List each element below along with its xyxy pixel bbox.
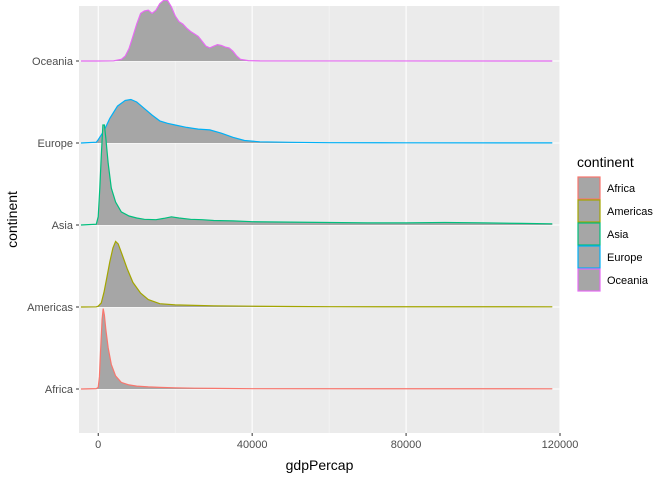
y-tick-label: Asia — [52, 220, 74, 232]
legend-label: Asia — [607, 229, 629, 241]
legend-key-europe — [577, 245, 601, 269]
y-tick-label: Europe — [38, 138, 73, 150]
legend-label: Europe — [607, 252, 642, 264]
axes: 0 40000 80000 120000 Africa Americas Asia Europ… — [27, 56, 578, 451]
y-tick-label: Americas — [27, 302, 73, 314]
density-line-americas — [80, 240, 553, 308]
legend-key-americas — [577, 199, 601, 223]
legend-key-oceania — [577, 268, 601, 292]
density-area-europe — [80, 99, 553, 143]
density-line-oceania — [80, 0, 553, 62]
legend-key-asia — [577, 222, 601, 246]
legend-label: Oceania — [607, 275, 649, 287]
x-tick-label: 0 — [95, 439, 101, 451]
density-area-oceania — [80, 0, 553, 62]
legend-title: continent — [577, 154, 634, 170]
density-area-americas — [80, 241, 553, 307]
y-tick-label: Oceania — [32, 56, 74, 68]
y-tick-label: Africa — [45, 384, 74, 396]
x-tick-label: 80000 — [391, 439, 422, 451]
legend-label: Americas — [607, 206, 653, 218]
density-line-africa — [80, 308, 553, 390]
legend-key-africa — [577, 176, 601, 200]
x-tick-label: 120000 — [542, 439, 579, 451]
x-axis-title: gdpPercap — [286, 457, 354, 473]
y-axis-title: continent — [4, 191, 20, 248]
density-line-asia — [80, 124, 553, 226]
density-ridges — [80, 0, 553, 390]
x-tick-label: 40000 — [237, 439, 268, 451]
legend: continent Africa Americas Asia Europe Oceani… — [577, 154, 653, 292]
density-line-europe — [80, 98, 553, 144]
legend-label: Africa — [607, 183, 636, 195]
